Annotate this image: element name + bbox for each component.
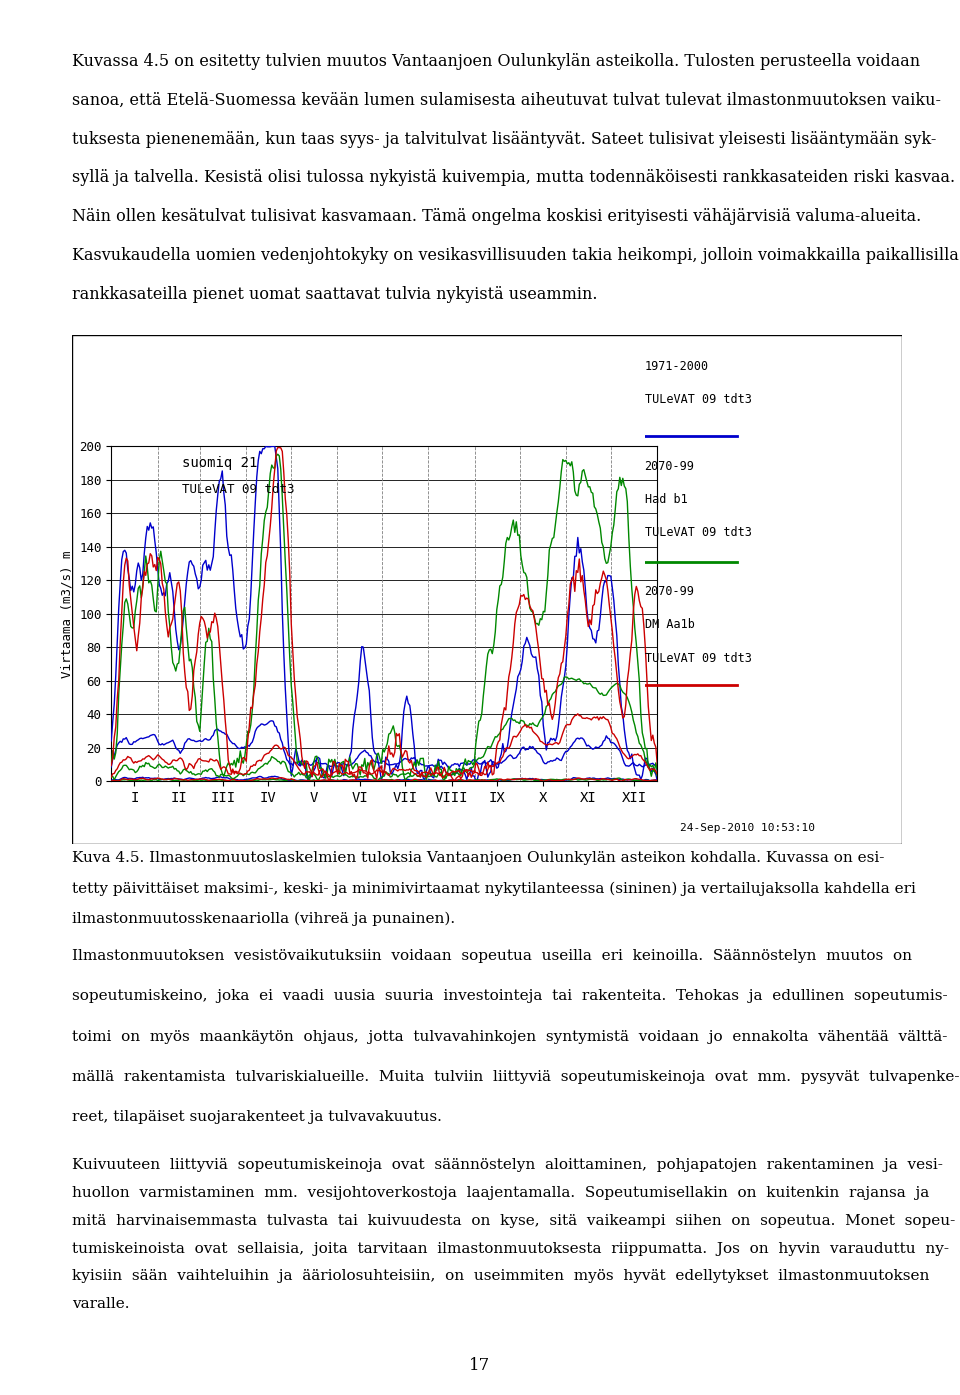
- Text: suomiq 21: suomiq 21: [182, 456, 257, 470]
- Text: ilmastonmuutosskenaariolla (vihreä ja punainen).: ilmastonmuutosskenaariolla (vihreä ja pu…: [72, 911, 455, 926]
- Text: 1971-2000: 1971-2000: [644, 360, 708, 374]
- Text: TULeVAT 09 tdt3: TULeVAT 09 tdt3: [182, 483, 295, 497]
- Text: huollon  varmistaminen  mm.  vesijohtoverkostoja  laajentamalla.  Sopeutumisella: huollon varmistaminen mm. vesijohtoverko…: [72, 1186, 929, 1200]
- Text: Ilmastonmuutoksen  vesistövaikutuksiin  voidaan  sopeutua  useilla  eri  keinoil: Ilmastonmuutoksen vesistövaikutuksiin vo…: [72, 949, 912, 963]
- Text: sopeutumiskeino,  joka  ei  vaadi  uusia  suuria  investointeja  tai  rakenteita: sopeutumiskeino, joka ei vaadi uusia suu…: [72, 989, 948, 1003]
- Text: kyisiin  sään  vaihteluihin  ja  ääriolosuhteisiin,  on  useimmiten  myös  hyvät: kyisiin sään vaihteluihin ja ääriolosuht…: [72, 1269, 929, 1283]
- Text: Kuva 4.5. Ilmastonmuutoslaskelmien tuloksia Vantaanjoen Oulunkylän asteikon kohd: Kuva 4.5. Ilmastonmuutoslaskelmien tulok…: [72, 851, 884, 865]
- Text: tuksesta pienenemään, kun taas syys- ja talvitulvat lisääntyvät. Sateet tulisiva: tuksesta pienenemään, kun taas syys- ja …: [72, 131, 936, 148]
- Text: Had b1: Had b1: [644, 492, 687, 505]
- Text: toimi  on  myös  maankäytön  ohjaus,  jotta  tulvavahinkojen  syntymistä  voidaa: toimi on myös maankäytön ohjaus, jotta t…: [72, 1030, 948, 1043]
- Text: TULeVAT 09 tdt3: TULeVAT 09 tdt3: [644, 526, 752, 538]
- Text: 2070-99: 2070-99: [644, 459, 694, 473]
- Text: mitä  harvinaisemmasta  tulvasta  tai  kuivuudesta  on  kyse,  sitä  vaikeampi  : mitä harvinaisemmasta tulvasta tai kuivu…: [72, 1214, 955, 1228]
- Text: Kuvassa 4.5 on esitetty tulvien muutos Vantaanjoen Oulunkylän asteikolla. Tulost: Kuvassa 4.5 on esitetty tulvien muutos V…: [72, 53, 920, 70]
- Text: mällä  rakentamista  tulvariskialueille.  Muita  tulviin  liittyviä  sopeutumisk: mällä rakentamista tulvariskialueille. M…: [72, 1070, 959, 1084]
- Text: 2070-99: 2070-99: [644, 586, 694, 598]
- Text: DM Aa1b: DM Aa1b: [644, 618, 694, 632]
- Text: Kasvukaudella uomien vedenjohtokyky on vesikasvillisuuden takia heikompi, jolloi: Kasvukaudella uomien vedenjohtokyky on v…: [72, 247, 959, 264]
- Text: Näin ollen kesätulvat tulisivat kasvamaan. Tämä ongelma koskisi erityisesti vähä: Näin ollen kesätulvat tulisivat kasvamaa…: [72, 208, 922, 225]
- Text: 24-Sep-2010 10:53:10: 24-Sep-2010 10:53:10: [681, 823, 815, 833]
- Text: tetty päivittäiset maksimi-, keski- ja minimivirtaamat nykytilanteessa (sininen): tetty päivittäiset maksimi-, keski- ja m…: [72, 882, 916, 896]
- Text: varalle.: varalle.: [72, 1297, 130, 1311]
- Y-axis label: Virtaama (m3/s) m: Virtaama (m3/s) m: [60, 550, 74, 678]
- Text: TULeVAT 09 tdt3: TULeVAT 09 tdt3: [644, 651, 752, 664]
- Text: rankkasateilla pienet uomat saattavat tulvia nykyistä useammin.: rankkasateilla pienet uomat saattavat tu…: [72, 286, 597, 303]
- Text: reet, tilapäiset suojarakenteet ja tulvavakuutus.: reet, tilapäiset suojarakenteet ja tulva…: [72, 1110, 442, 1124]
- Text: tumiskeinoista  ovat  sellaisia,  joita  tarvitaan  ilmastonmuutoksesta  riippum: tumiskeinoista ovat sellaisia, joita tar…: [72, 1242, 949, 1256]
- Text: syllä ja talvella. Kesistä olisi tulossa nykyistä kuivempia, mutta todennäköises: syllä ja talvella. Kesistä olisi tulossa…: [72, 169, 955, 187]
- Text: sanoa, että Etelä-Suomessa kevään lumen sulamisesta aiheutuvat tulvat tulevat il: sanoa, että Etelä-Suomessa kevään lumen …: [72, 92, 941, 109]
- Text: TULeVAT 09 tdt3: TULeVAT 09 tdt3: [644, 393, 752, 406]
- Text: Kuivuuteen  liittyviä  sopeutumiskeinoja  ovat  säännöstelyn  aloittaminen,  poh: Kuivuuteen liittyviä sopeutumiskeinoja o…: [72, 1158, 943, 1172]
- Text: 17: 17: [469, 1357, 491, 1374]
